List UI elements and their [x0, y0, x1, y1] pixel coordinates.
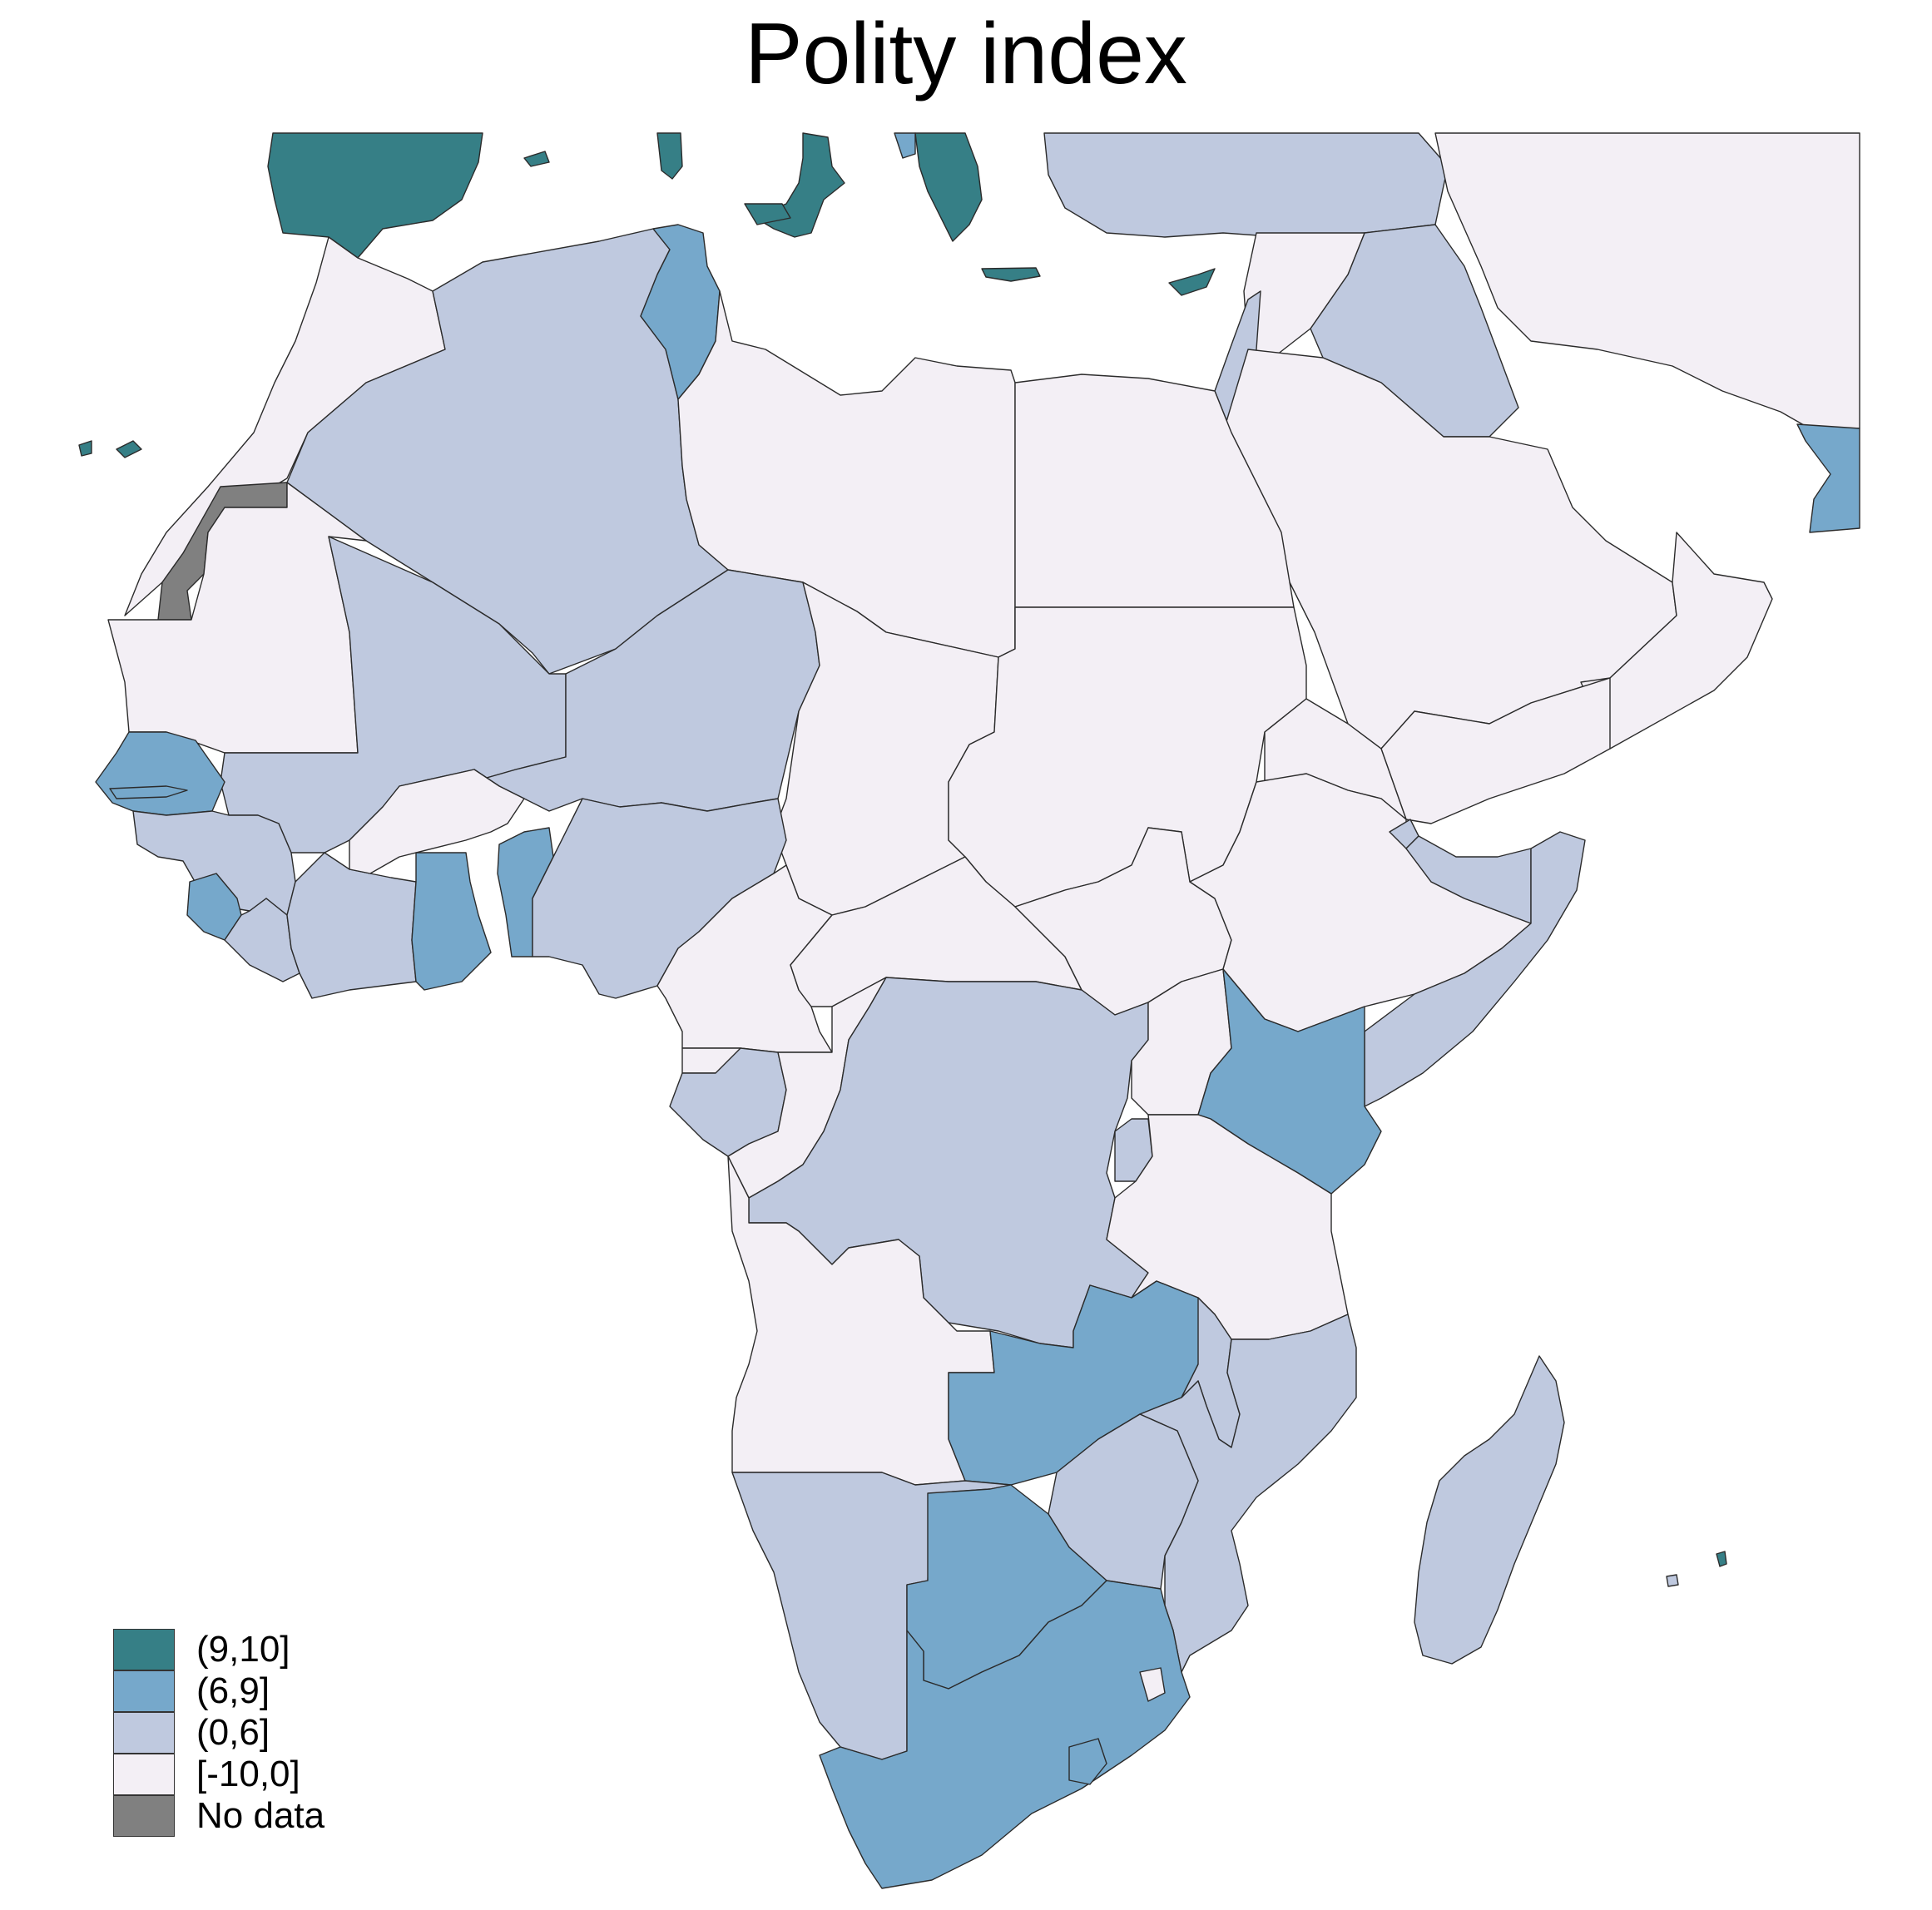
map-legend: (9,10] (6,9] (0,6] [-10,0] No data	[113, 1629, 324, 1837]
region-reunion	[1666, 1574, 1679, 1587]
region-syria-jordan	[1243, 232, 1365, 359]
region-south-africa	[819, 1580, 1191, 1889]
legend-item: [-10,0]	[113, 1754, 324, 1795]
region-canary-islands	[116, 440, 142, 458]
region-sardinia	[656, 132, 683, 180]
legend-swatch	[113, 1629, 175, 1670]
region-madagascar	[1414, 1355, 1565, 1665]
legend-label: (9,10]	[196, 1629, 290, 1670]
region-oman-uae	[1580, 532, 1773, 750]
legend-label: (6,9]	[196, 1670, 270, 1711]
region-cyprus	[1168, 268, 1216, 296]
region-eswatini	[1139, 1667, 1166, 1702]
legend-item: (0,6]	[113, 1712, 324, 1754]
region-spain-portugal	[267, 132, 483, 259]
legend-swatch	[113, 1795, 175, 1837]
region-balearic-islands	[523, 151, 550, 167]
region-crete	[981, 267, 1041, 282]
region-yemen	[1380, 677, 1611, 824]
legend-swatch	[113, 1754, 175, 1795]
region-balkans	[894, 132, 916, 159]
region-sicily	[744, 203, 791, 225]
region-lesotho	[1068, 1738, 1107, 1785]
region-gambia	[109, 785, 188, 799]
region-turkey	[1043, 132, 1449, 238]
region-somalia	[1364, 831, 1586, 1107]
region-ghana	[411, 852, 492, 991]
map-title: Polity index	[745, 6, 1187, 102]
region-greece	[914, 132, 983, 242]
legend-item: (9,10]	[113, 1629, 324, 1670]
legend-label: No data	[196, 1795, 325, 1836]
region-pakistan-edge	[1796, 423, 1860, 533]
legend-item: No data	[113, 1795, 324, 1837]
region-ivory-coast	[286, 852, 417, 999]
region-cape-verde	[78, 440, 92, 457]
legend-swatch	[113, 1712, 175, 1754]
legend-item: (6,9]	[113, 1670, 324, 1712]
region-burkina-faso	[349, 769, 525, 874]
legend-swatch	[113, 1670, 175, 1712]
region-mauritius	[1716, 1551, 1727, 1567]
legend-label: [-10,0]	[196, 1754, 300, 1794]
region-mauritania	[107, 482, 367, 754]
legend-label: (0,6]	[196, 1712, 270, 1753]
